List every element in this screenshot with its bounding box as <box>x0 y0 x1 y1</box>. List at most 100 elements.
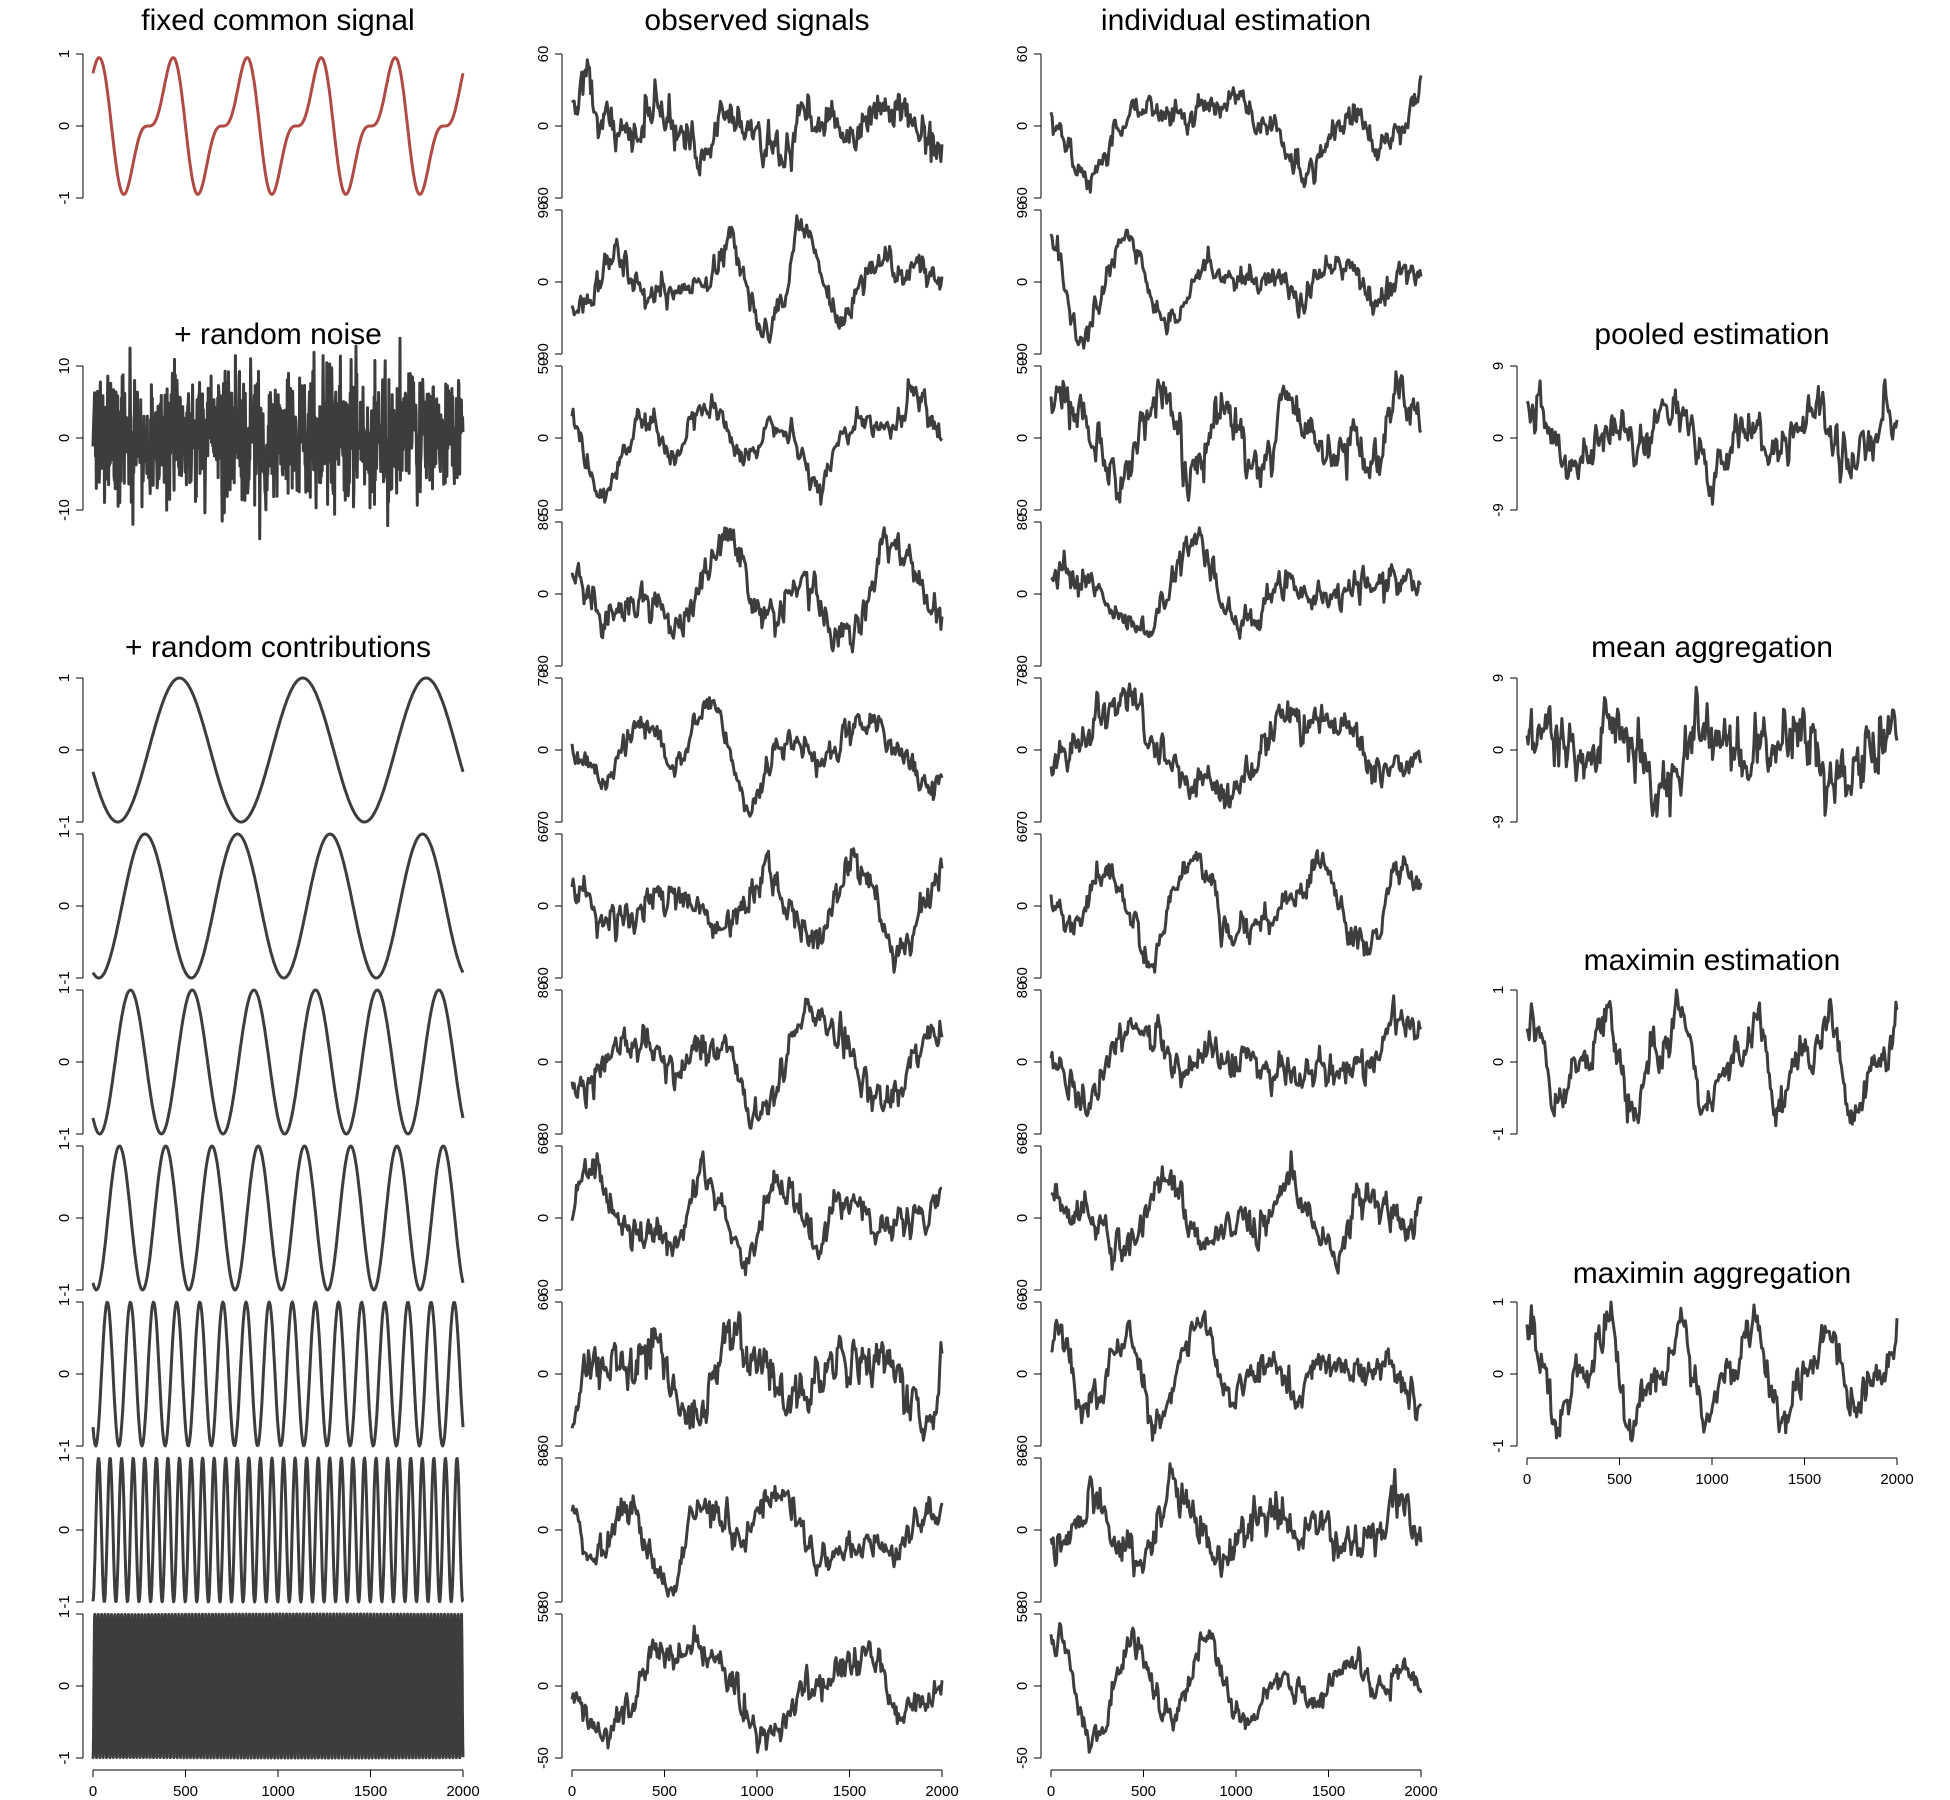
y-tick-label: -90 <box>535 343 552 365</box>
y-tick-label: -1 <box>56 1751 73 1764</box>
panel-individual-estimation-4: -80 0 80 <box>1014 514 1422 677</box>
series-line-individual-estimation-2 <box>1049 228 1423 350</box>
x-tick-label: 0 <box>89 1783 97 1800</box>
x-tick-label: 2000 <box>1404 1783 1437 1800</box>
series-line-observed-signal-8 <box>570 1150 943 1277</box>
x-tick-label: 0 <box>1523 1471 1531 1488</box>
y-tick-label: -90 <box>1014 343 1031 365</box>
y-tick-label: 1 <box>1490 986 1507 994</box>
y-tick-label: 80 <box>1014 1450 1031 1467</box>
x-tick-label: 1000 <box>1695 1471 1728 1488</box>
y-tick-label: 1 <box>56 1298 73 1306</box>
y-tick-label: 0 <box>1014 590 1031 598</box>
y-tick-label: 0 <box>56 1682 73 1690</box>
y-tick-label: 70 <box>535 670 552 687</box>
y-tick-label: 0 <box>1014 1370 1031 1378</box>
y-tick-label: 0 <box>1490 1370 1507 1378</box>
y-tick-label: 90 <box>1014 202 1031 219</box>
y-tick-label: 0 <box>56 1214 73 1222</box>
panel-observed-signal-9: -60 0 60 <box>535 1294 944 1457</box>
y-tick-label: -60 <box>1014 1279 1031 1301</box>
series-line-observed-signal-6 <box>570 847 944 974</box>
y-tick-label: -1 <box>56 971 73 984</box>
y-tick-label: -1 <box>56 1439 73 1452</box>
y-tick-label: 1 <box>56 1142 73 1150</box>
y-tick-label: 70 <box>1014 670 1031 687</box>
x-tick-label: 2000 <box>1880 1471 1913 1488</box>
panel-individual-estimation-6: -60 0 60 <box>1014 826 1423 989</box>
y-tick-label: -1 <box>1490 1127 1507 1140</box>
series-line-random-contribution-1 <box>91 676 465 824</box>
panel-random-contribution-1: -1 0 1 <box>56 674 465 829</box>
y-tick-label: -50 <box>1014 1747 1031 1769</box>
series-line-random-contribution-3 <box>91 988 465 1136</box>
series-line-maximin-estimation <box>1525 988 1899 1128</box>
y-tick-label: 0 <box>535 1214 552 1222</box>
y-tick-label: 1 <box>56 50 73 58</box>
y-tick-label: 1 <box>56 674 73 682</box>
x-tick-label: 2000 <box>446 1783 479 1800</box>
panel-observed-signal-10: -80 0 80 <box>535 1450 944 1613</box>
y-tick-label: 0 <box>1014 1682 1031 1690</box>
y-tick-label: -80 <box>535 1591 552 1613</box>
x-tick-label: 1000 <box>261 1783 294 1800</box>
y-tick-label: -1 <box>56 1595 73 1608</box>
title-maximin-aggregation: maximin aggregation <box>1573 1257 1851 1290</box>
panel-observed-signal-8: -60 0 60 <box>535 1138 943 1301</box>
panel-random-contribution-6: -1 0 1 <box>56 1454 464 1609</box>
series-line-pooled-estimation <box>1525 378 1899 506</box>
x-tick-label: 500 <box>173 1783 198 1800</box>
series-line-observed-signal-1 <box>571 58 944 177</box>
y-tick-label: -1 <box>56 1127 73 1140</box>
series-line-individual-estimation-9 <box>1050 1310 1423 1442</box>
series-line-individual-estimation-6 <box>1049 849 1423 974</box>
panel-random-contribution-7: -1 0 1 0 500 1000 1500 2000 <box>56 1610 480 1800</box>
x-tick-label: 2000 <box>925 1783 958 1800</box>
title-individual-estimation: individual estimation <box>1101 4 1371 37</box>
title-maximin-estimation: maximin estimation <box>1584 944 1841 977</box>
x-tick-label: 1500 <box>1788 1471 1821 1488</box>
series-line-individual-estimation-1 <box>1049 75 1423 194</box>
y-tick-label: 60 <box>535 826 552 843</box>
y-tick-label: 50 <box>535 1606 552 1623</box>
y-tick-label: 60 <box>1014 826 1031 843</box>
y-tick-label: -60 <box>1014 1435 1031 1457</box>
panel-mean-aggregation: -9 0 9 <box>1490 674 1899 829</box>
y-tick-label: 0 <box>56 122 73 130</box>
y-tick-label: 1 <box>56 986 73 994</box>
panel-observed-signal-3: -50 0 50 <box>535 358 944 521</box>
panel-random-noise: -10 0 10 <box>56 336 465 541</box>
panel-individual-estimation-9: -60 0 60 <box>1014 1294 1423 1457</box>
y-tick-label: 0 <box>1490 746 1507 754</box>
y-tick-label: 0 <box>1014 746 1031 754</box>
series-line-observed-signal-3 <box>570 378 944 506</box>
panel-individual-estimation-5: -70 0 70 <box>1014 670 1423 833</box>
y-tick-label: 0 <box>1014 278 1031 286</box>
y-tick-label: -50 <box>535 1747 552 1769</box>
y-tick-label: 1 <box>56 830 73 838</box>
title-mean-aggregation: mean aggregation <box>1591 631 1833 664</box>
x-tick-label: 0 <box>568 1783 576 1800</box>
series-line-individual-estimation-11 <box>1049 1622 1423 1754</box>
title-fixed-common-signal: fixed common signal <box>141 4 414 37</box>
panel-pooled-estimation: -9 0 9 <box>1490 362 1899 517</box>
x-tick-label: 500 <box>652 1783 677 1800</box>
series-line-individual-estimation-5 <box>1049 682 1423 810</box>
y-tick-label: 10 <box>56 358 73 375</box>
series-line-random-contribution-7 <box>91 1612 465 1760</box>
panel-individual-estimation-1: -60 0 60 <box>1014 46 1423 209</box>
y-tick-label: 50 <box>535 358 552 375</box>
panel-individual-estimation-8: -60 0 60 <box>1014 1138 1423 1301</box>
y-tick-label: 60 <box>535 1138 552 1155</box>
y-tick-label: 0 <box>535 278 552 286</box>
panel-observed-signal-7: -80 0 80 <box>535 982 944 1145</box>
series-line-observed-signal-5 <box>570 696 944 818</box>
panel-individual-estimation-2: -90 0 90 <box>1014 202 1423 365</box>
y-tick-label: 0 <box>1014 1526 1031 1534</box>
panel-observed-signal-5: -70 0 70 <box>535 670 944 833</box>
series-line-individual-estimation-3 <box>1049 370 1423 504</box>
y-tick-label: 80 <box>535 1450 552 1467</box>
x-tick-label: 1500 <box>354 1783 387 1800</box>
